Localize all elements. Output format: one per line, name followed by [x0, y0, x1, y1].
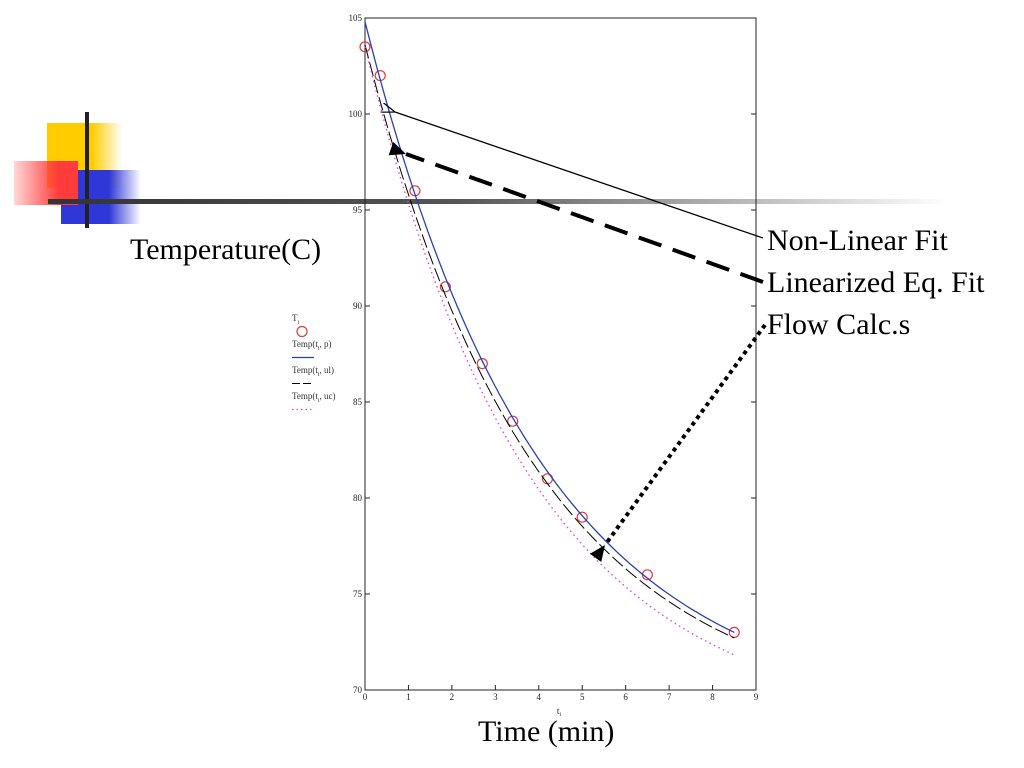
data-point-measured: [576, 511, 588, 523]
data-point-measured: [476, 358, 488, 370]
deco-horizontal-bar: [48, 199, 948, 204]
series-line-nonlinear: [364, 21, 735, 633]
x-tick-label: 4: [537, 692, 542, 702]
x-tick-label: 8: [710, 692, 715, 702]
x-tick-label: 5: [580, 692, 585, 702]
x-tick-label: 9: [754, 692, 759, 702]
legend-linearized-label: Temp(ti, ul): [292, 365, 335, 378]
x-tick-label: 2: [450, 692, 455, 702]
arrow-nonlinear: [395, 112, 764, 239]
data-point-measured: [439, 281, 451, 293]
legend-flow-label: Temp(ti, uc): [292, 391, 336, 404]
y-tick-label: 75: [353, 589, 363, 599]
y-axis-title: Temperature(C): [130, 233, 322, 266]
x-tick-label: 3: [493, 692, 498, 702]
y-tick-label: 90: [353, 301, 363, 311]
arrow-linearized: [388, 142, 764, 284]
deco-red-square: [14, 161, 78, 205]
x-tick-label: 7: [667, 692, 672, 702]
y-tick-label: 80: [353, 493, 363, 503]
x-tick-label: 0: [363, 692, 368, 702]
annotation-linearized: Linearized Eq. Fit: [767, 266, 985, 299]
x-axis-title: Time (min): [478, 715, 615, 748]
y-tick-label: 70: [353, 685, 363, 695]
legend: Ti Temp(ti, p) Temp(ti, ul) Temp(ti, uc): [292, 312, 336, 416]
y-tick-label: 100: [349, 109, 363, 119]
y-tick-label: 85: [353, 397, 363, 407]
annotation-nonlinear: Non-Linear Fit: [767, 224, 948, 257]
x-tick-label: 6: [623, 692, 628, 702]
legend-measured-marker: [292, 325, 336, 338]
legend-linearized-line: [292, 377, 336, 390]
series-line-linearized: [364, 44, 735, 639]
x-tick-label: 1: [406, 692, 411, 702]
series-line-flow: [364, 46, 735, 656]
plot-frame: [364, 17, 757, 691]
legend-nonlinear-label: Temp(ti, p): [292, 339, 332, 352]
y-tick-label: 105: [349, 13, 363, 23]
legend-measured-label: Ti: [292, 313, 300, 326]
y-tick-label: 95: [353, 205, 363, 215]
data-point-measured: [507, 415, 519, 427]
arrow-flow: [589, 323, 767, 563]
data-point-measured: [359, 41, 371, 53]
annotation-arrows: [388, 112, 767, 563]
legend-flow-line: [292, 403, 336, 416]
legend-nonlinear-line: [292, 351, 336, 364]
deco-vertical-bar: [85, 112, 89, 228]
data-point-measured: [728, 626, 740, 639]
annotation-flow: Flow Calc.s: [767, 308, 911, 341]
x-axis-label: ti: [557, 706, 562, 718]
